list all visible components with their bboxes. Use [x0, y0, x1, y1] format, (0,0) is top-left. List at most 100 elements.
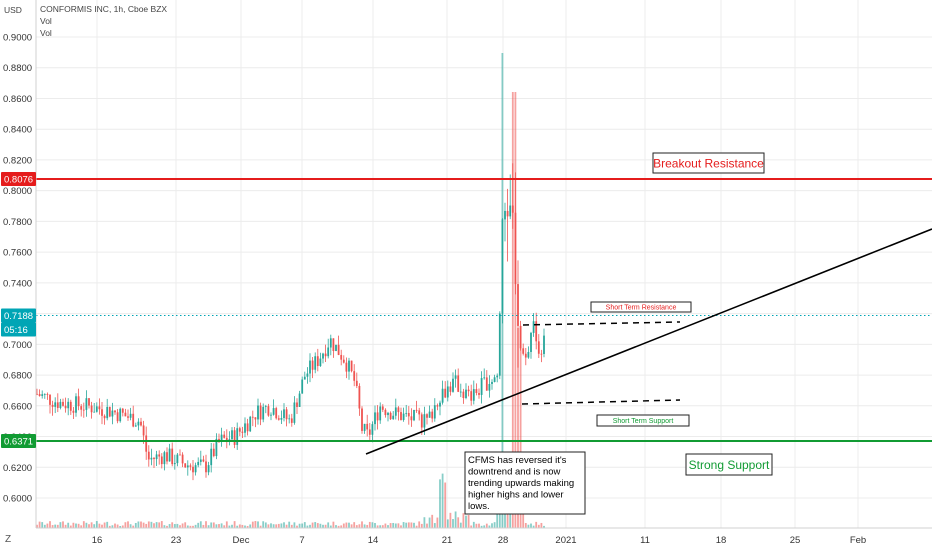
y-tick-label: 0.8200	[3, 155, 32, 166]
candle-body	[72, 410, 75, 413]
volume-bar	[106, 521, 109, 528]
candle-body	[355, 380, 358, 386]
candle-body	[379, 406, 382, 421]
candle-body	[353, 371, 356, 381]
volume-bar	[114, 523, 116, 528]
candle-body	[288, 418, 291, 420]
candle-body	[335, 344, 337, 352]
candle-body	[197, 461, 200, 466]
volume-bar	[371, 522, 374, 528]
volume-bar	[88, 524, 90, 528]
volume-bar	[160, 521, 163, 528]
volume-bar	[205, 521, 207, 528]
candle-body	[205, 461, 207, 473]
volume-bar	[111, 525, 114, 528]
candle-body	[389, 412, 392, 420]
candle-body	[444, 388, 447, 398]
breakout-resistance-label-box	[652, 152, 765, 174]
candle-body	[485, 377, 488, 391]
breakout-level-badge: 0.8076	[4, 174, 33, 185]
candle-body	[166, 452, 168, 462]
candle-body	[342, 359, 345, 363]
candle-body	[192, 466, 194, 473]
volume-bar	[72, 522, 75, 528]
candle-body	[296, 402, 298, 407]
candle-body	[517, 284, 519, 326]
candle-body	[418, 410, 421, 415]
candle-body	[465, 389, 467, 398]
volume-bar	[426, 523, 428, 528]
last-price-badge: 0.7188	[4, 311, 33, 322]
volume-bar	[69, 525, 72, 528]
volume-bar	[465, 515, 467, 528]
volume-bar	[493, 522, 496, 528]
volume-bar	[524, 522, 527, 528]
volume-bar	[103, 522, 106, 528]
candle-body	[163, 452, 166, 465]
volume-bar	[387, 525, 389, 528]
candle-body	[168, 448, 171, 462]
candle-body	[249, 416, 252, 432]
candle-body	[95, 406, 98, 412]
volume-bar	[433, 523, 436, 528]
candle-body	[46, 393, 49, 395]
note-line: lows.	[468, 501, 490, 512]
volume-bar	[132, 525, 135, 528]
y-tick-label: 0.6000	[3, 494, 32, 505]
candle-body	[392, 415, 395, 420]
note-line: CFMS has reversed it's	[468, 455, 567, 466]
candle-body	[470, 391, 473, 401]
volume-bar	[358, 524, 361, 528]
volume-bar	[472, 521, 475, 528]
timezone-button[interactable]: Z	[4, 534, 12, 545]
volume-bar	[348, 522, 350, 528]
candle-body	[433, 405, 436, 419]
candle-body	[402, 413, 405, 420]
volume-bar	[423, 517, 426, 528]
price-axis[interactable]: 0.9000 0.8800 0.8600 0.8400 0.8200 0.8000 0.78…	[0, 0, 37, 528]
candle-body	[49, 394, 51, 405]
volume-bar	[355, 525, 358, 528]
volume-bar	[181, 523, 184, 528]
volume-bar	[108, 525, 111, 528]
volume-bar	[153, 523, 155, 528]
y-tick-label: 0.8600	[3, 94, 32, 105]
time-axis[interactable]: 16 23 Dec 7 14 21 28 2021 11 18 25 Feb	[0, 527, 932, 550]
candle-body	[540, 353, 543, 355]
candle-body	[514, 212, 517, 285]
volume-bar	[244, 525, 246, 528]
candle-body	[98, 406, 101, 410]
candle-body	[54, 402, 57, 407]
volume-bar	[158, 522, 161, 528]
candle-body	[324, 353, 327, 357]
volume-bar	[36, 524, 38, 528]
volume-bar	[327, 522, 330, 528]
volume-bar	[407, 522, 410, 528]
candle-body	[285, 409, 288, 420]
volume-bar	[537, 524, 540, 528]
candle-body	[145, 435, 148, 452]
volume-bar	[64, 524, 67, 528]
candle-body	[506, 210, 509, 217]
volume-bar	[543, 525, 545, 528]
volume-bar	[46, 523, 49, 528]
candle-body	[238, 428, 241, 432]
x-tick-label: 18	[716, 535, 727, 546]
candle-body	[129, 413, 132, 418]
y-tick-label: 0.6600	[3, 401, 32, 412]
candle-body	[316, 356, 319, 367]
volume-bar	[478, 523, 480, 528]
candle-body	[225, 437, 228, 442]
volume-bar	[535, 521, 538, 528]
candle-body	[210, 448, 213, 466]
candle-body	[277, 418, 280, 420]
volume-bar	[116, 524, 119, 528]
volume-bar	[314, 522, 317, 528]
volume-bar	[215, 524, 218, 528]
volume-bar	[400, 525, 402, 528]
note-line: downtrend and is now	[468, 467, 561, 478]
candle-body	[407, 412, 410, 417]
volume-bar	[491, 523, 493, 528]
volume-bar	[345, 522, 348, 528]
